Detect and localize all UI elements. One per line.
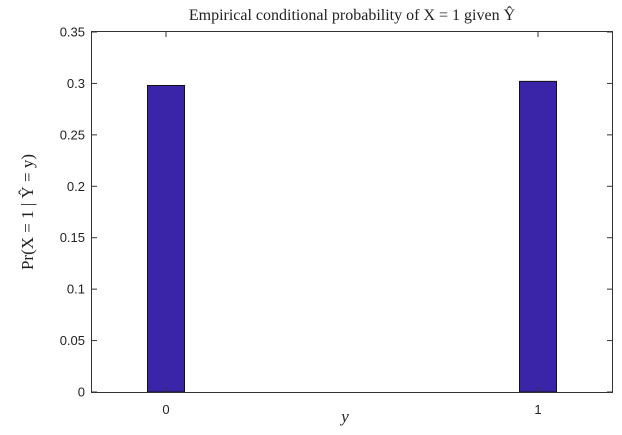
x-tick-label: 1 <box>534 402 541 417</box>
y-tick-label: 0.3 <box>67 76 85 91</box>
y-tick-label: 0.2 <box>67 179 85 194</box>
y-tick-label: 0.15 <box>60 230 85 245</box>
bar-0 <box>147 84 185 393</box>
plot-frame <box>91 31 613 393</box>
y-axis-label: Pr(X = 1 | Ŷ = y) <box>18 154 37 270</box>
y-tick-label: 0.25 <box>60 127 85 142</box>
y-tick-label: 0 <box>78 385 85 400</box>
y-tick-label: 0.1 <box>67 282 85 297</box>
x-tick-label: 0 <box>162 402 169 417</box>
x-axis-label: y <box>339 407 349 426</box>
y-tick-label: 0.05 <box>60 333 85 348</box>
chart-title: Empirical conditional probability of X =… <box>189 5 516 24</box>
y-tick-label: 0.35 <box>60 25 85 40</box>
y-axis-ticks: 0 0.05 0.1 0.15 0.2 0.25 0.3 0.35 <box>60 25 612 400</box>
bar-1 <box>519 80 557 393</box>
bars-group <box>147 80 557 393</box>
